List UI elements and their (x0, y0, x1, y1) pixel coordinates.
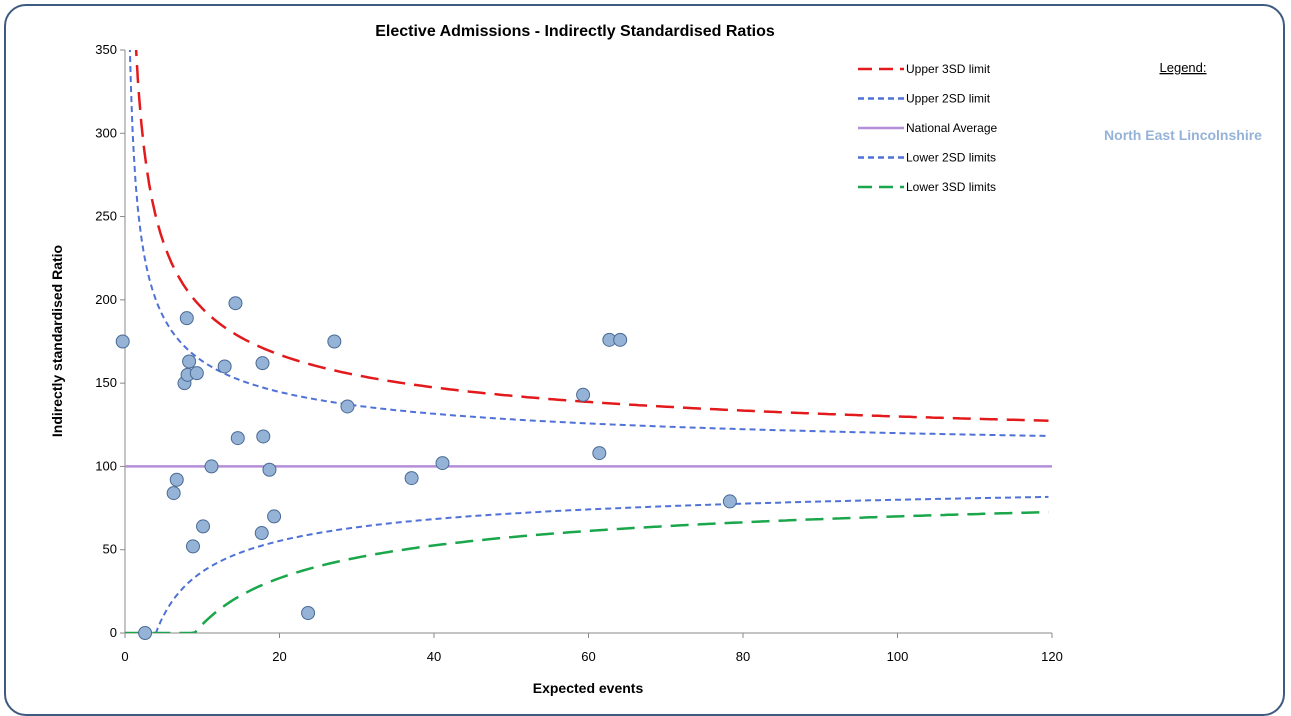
x-tick-label: 20 (272, 649, 286, 664)
data-point (179, 311, 194, 326)
highlight-area-name: North East Lincolnshire (1104, 127, 1262, 143)
control-limit-curves (125, 50, 1052, 633)
y-tick-label: 300 (95, 125, 117, 140)
data-point (576, 387, 591, 402)
x-axis-ticks: 0 20 40 60 80 100 120 (121, 633, 1063, 664)
data-point (169, 472, 184, 487)
data-point (138, 626, 153, 640)
legend-label: National Average (906, 121, 998, 135)
data-point (327, 334, 342, 349)
y-tick-label: 50 (103, 542, 117, 557)
y-tick-label: 0 (110, 625, 117, 640)
data-point (722, 494, 737, 509)
y-tick-label: 350 (95, 42, 117, 57)
limit-curve-upper-2sd-limit (128, 50, 1049, 437)
legend-label: Upper 2SD limit (906, 92, 991, 106)
data-point (254, 526, 269, 541)
data-point (404, 471, 419, 486)
chart-title: Elective Admissions - Indirectly Standar… (375, 23, 775, 40)
data-point (230, 431, 245, 446)
data-points (115, 296, 737, 640)
data-point (204, 459, 219, 474)
data-point (256, 429, 271, 444)
legend-label: Upper 3SD limit (906, 62, 991, 76)
x-tick-label: 80 (736, 649, 750, 664)
x-axis-label: Expected events (533, 680, 644, 696)
x-tick-label: 120 (1041, 649, 1063, 664)
data-point (166, 486, 181, 501)
y-tick-label: 250 (95, 209, 117, 224)
data-point (267, 509, 282, 524)
x-tick-label: 40 (427, 649, 441, 664)
data-point (228, 296, 243, 311)
data-point (115, 334, 130, 349)
plot-background (125, 50, 1052, 633)
y-axis-ticks: 0 50 100 150 200 250 300 350 (95, 42, 125, 640)
data-point (301, 606, 316, 621)
data-point (255, 356, 270, 371)
x-tick-label: 100 (887, 649, 909, 664)
data-point (340, 399, 355, 414)
plot-area (115, 50, 1052, 640)
data-point (613, 332, 628, 347)
data-point (435, 456, 450, 471)
data-point (185, 539, 200, 554)
limit-curve-lower-2sd-limits (125, 495, 1049, 633)
data-point (189, 366, 204, 381)
y-tick-label: 100 (95, 458, 117, 473)
data-point (196, 519, 211, 534)
x-tick-label: 0 (121, 649, 128, 664)
legend-label: Lower 3SD limits (906, 180, 996, 194)
x-tick-label: 60 (581, 649, 595, 664)
legend-heading: Legend: (1160, 60, 1207, 75)
data-point (182, 354, 197, 369)
data-point (262, 462, 277, 477)
legend: Upper 3SD limit Upper 2SD limit National A… (858, 62, 998, 194)
y-tick-label: 150 (95, 375, 117, 390)
y-tick-label: 200 (95, 292, 117, 307)
data-point (217, 359, 232, 374)
data-point (592, 446, 607, 461)
limit-curve-lower-3sd-limits (125, 510, 1049, 633)
legend-label: Lower 2SD limits (906, 151, 996, 165)
y-axis-label: Indirectly standardised Ratio (49, 245, 65, 437)
